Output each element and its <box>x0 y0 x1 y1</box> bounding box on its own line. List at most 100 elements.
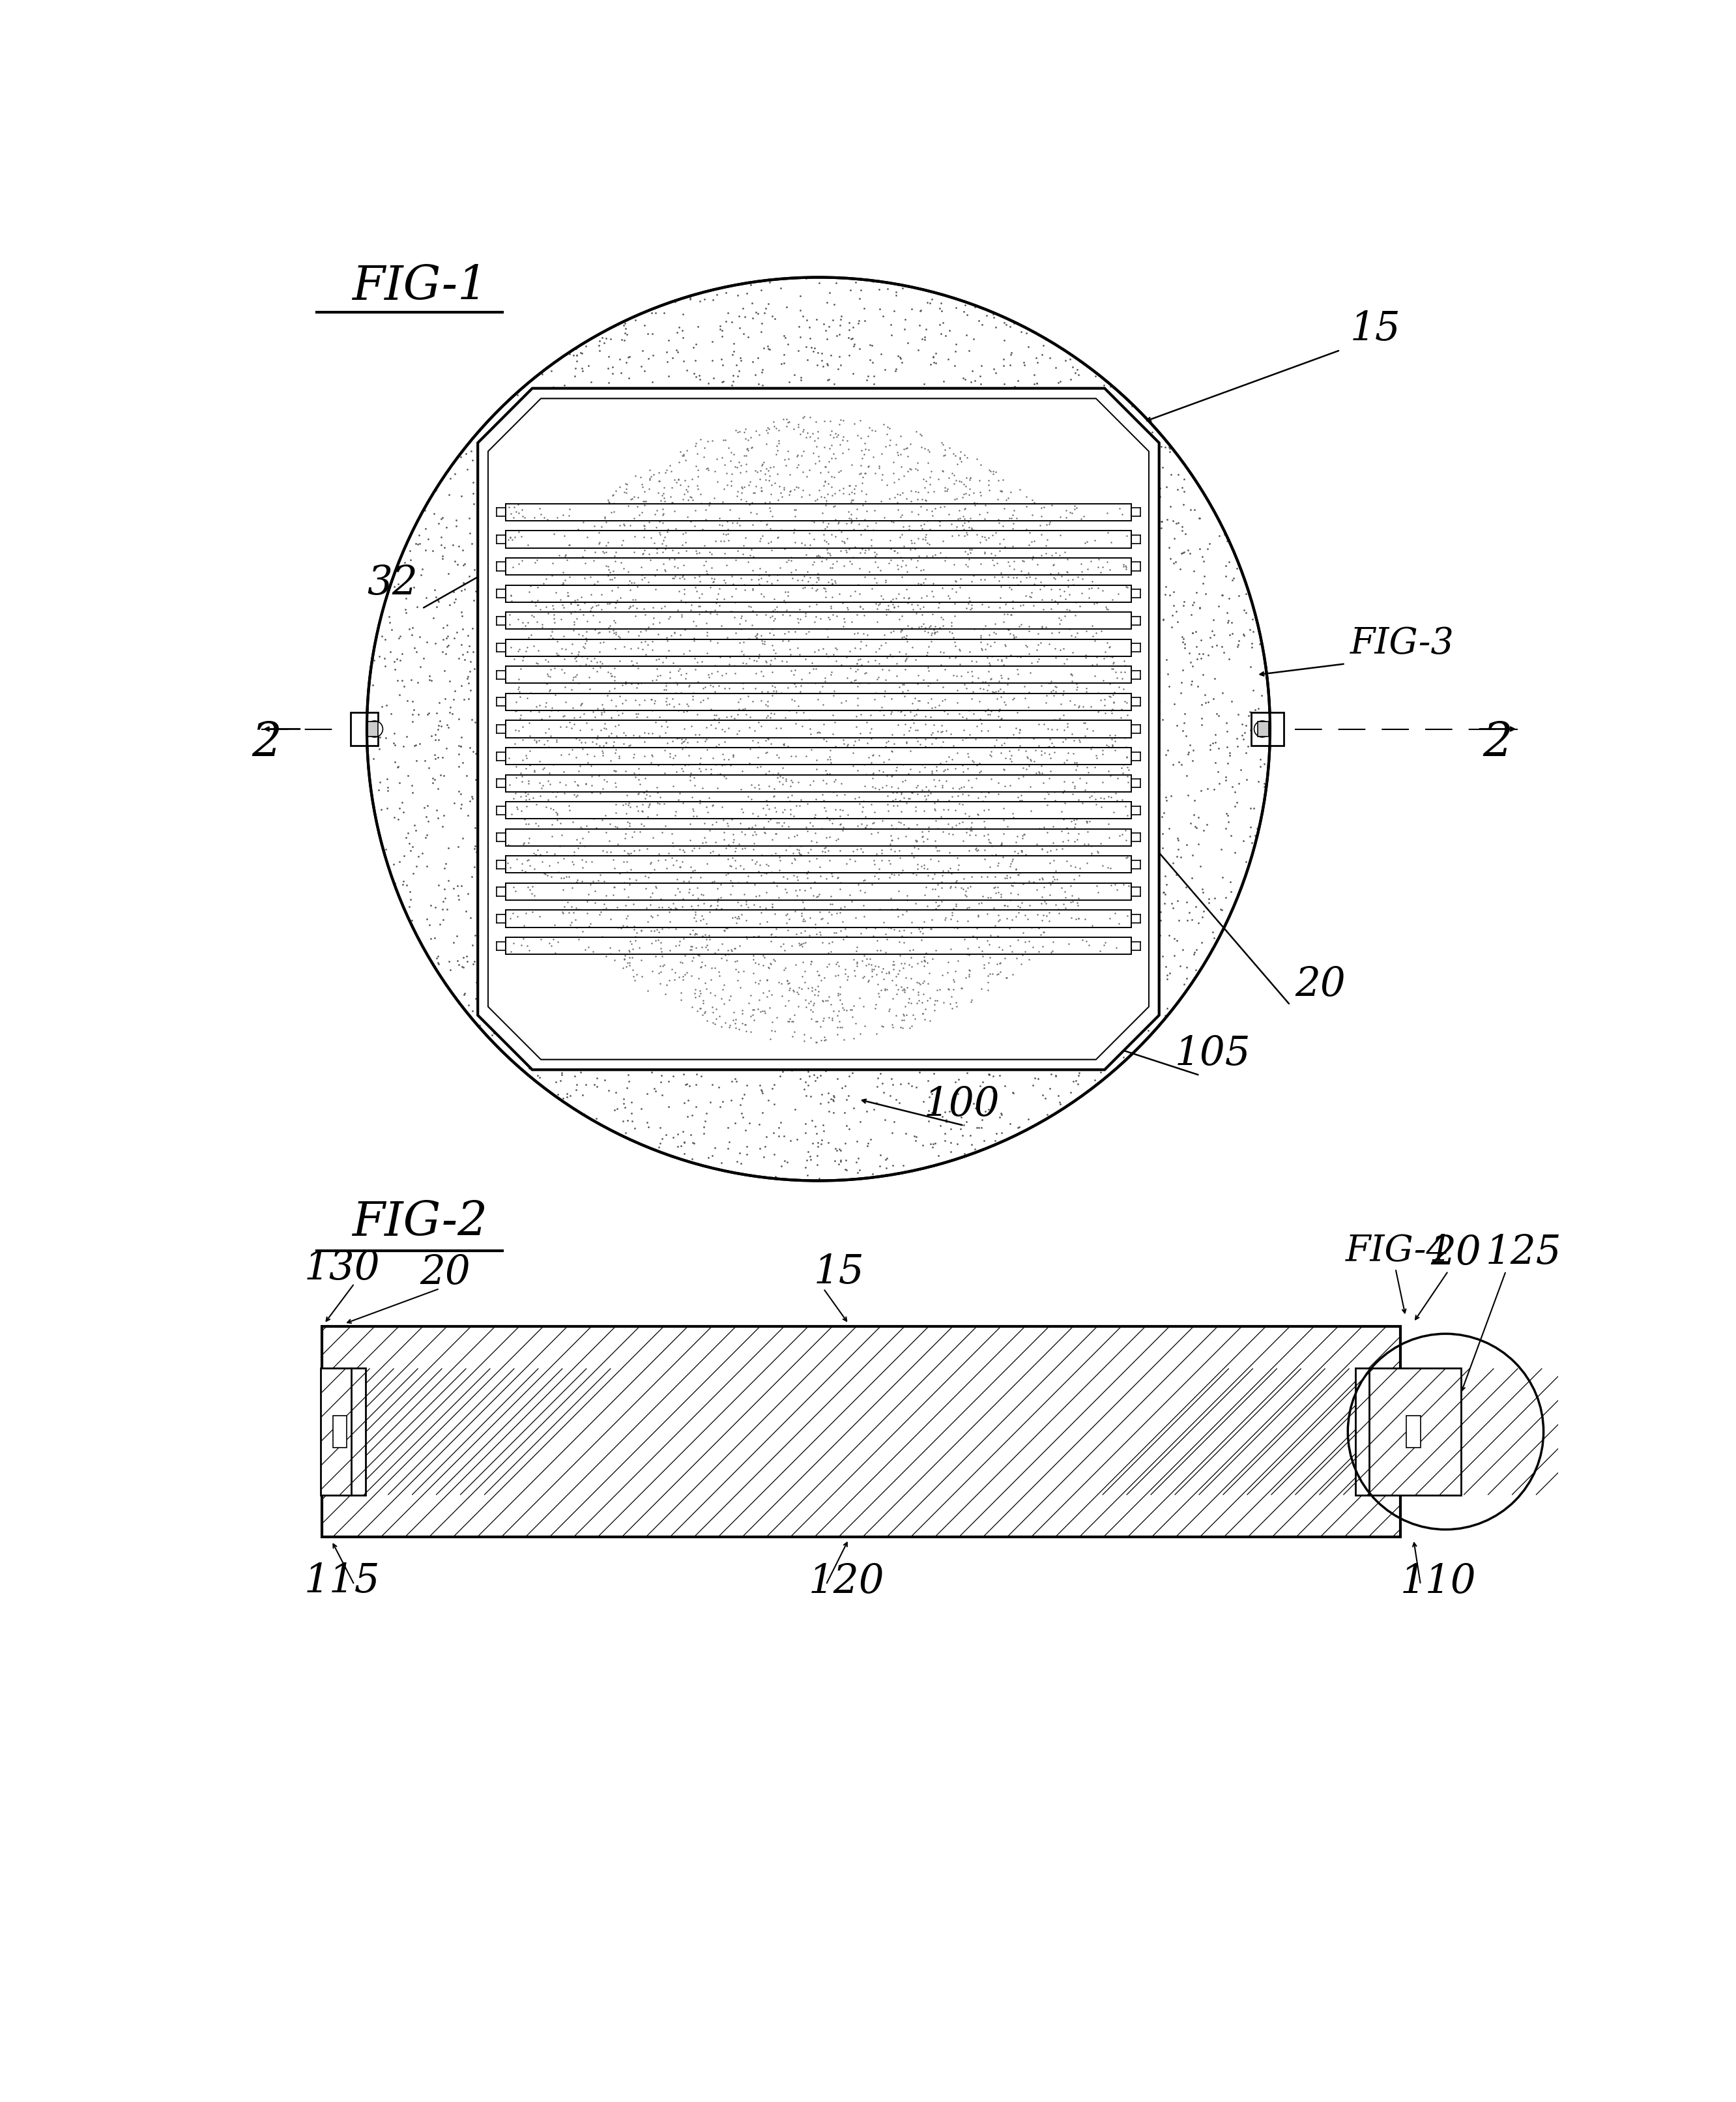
Point <box>894 578 922 612</box>
Point <box>960 818 988 851</box>
Point <box>819 679 847 713</box>
Point <box>594 679 621 713</box>
Point <box>885 841 913 874</box>
Point <box>773 761 800 795</box>
Point <box>547 799 575 832</box>
Point <box>779 828 807 862</box>
Point <box>898 853 925 887</box>
Point <box>750 994 778 1028</box>
Point <box>752 771 779 805</box>
Point <box>1087 910 1115 944</box>
Point <box>762 677 790 710</box>
Point <box>884 549 911 582</box>
Point <box>415 750 443 784</box>
Point <box>637 517 665 551</box>
Point <box>1010 1007 1038 1040</box>
Point <box>668 946 696 980</box>
Point <box>1099 685 1127 719</box>
Point <box>1007 515 1035 549</box>
Point <box>804 872 832 906</box>
Point <box>717 849 745 883</box>
Point <box>858 1053 885 1087</box>
Point <box>359 668 387 702</box>
Point <box>967 1070 995 1104</box>
Point <box>894 927 922 961</box>
Point <box>651 1011 679 1045</box>
Point <box>889 717 917 750</box>
Point <box>701 774 729 807</box>
Point <box>981 353 1009 387</box>
Point <box>1104 872 1132 906</box>
Point <box>854 822 882 856</box>
Point <box>835 610 863 643</box>
Point <box>602 891 630 925</box>
Point <box>859 923 887 956</box>
Point <box>760 467 788 500</box>
Point <box>838 834 866 868</box>
Point <box>559 660 587 694</box>
Point <box>861 847 889 881</box>
Point <box>554 765 582 799</box>
Point <box>1149 818 1177 851</box>
Point <box>644 523 672 557</box>
Point <box>984 637 1012 671</box>
Point <box>1049 599 1076 633</box>
Point <box>809 778 837 811</box>
Point <box>795 1139 823 1173</box>
Point <box>779 973 807 1007</box>
Point <box>575 959 602 992</box>
Point <box>1115 698 1142 731</box>
Point <box>783 771 811 805</box>
Point <box>915 610 943 643</box>
Point <box>1005 870 1033 904</box>
Point <box>719 507 746 540</box>
Point <box>488 904 516 937</box>
Point <box>790 1072 818 1106</box>
Point <box>1038 744 1066 778</box>
Point <box>922 872 950 906</box>
Point <box>962 818 990 851</box>
Point <box>889 1011 917 1045</box>
Point <box>564 635 592 668</box>
Point <box>953 931 981 965</box>
Point <box>837 544 865 578</box>
Point <box>904 498 932 532</box>
Point <box>729 992 757 1026</box>
Point <box>1075 956 1102 990</box>
Point <box>1040 450 1068 483</box>
Point <box>845 549 873 582</box>
Point <box>712 637 740 671</box>
Point <box>882 1040 910 1074</box>
Point <box>845 631 873 664</box>
Point <box>826 895 854 929</box>
Point <box>908 996 936 1030</box>
Point <box>741 578 769 612</box>
Point <box>1078 572 1106 605</box>
Point <box>760 601 788 635</box>
Point <box>759 534 786 568</box>
Point <box>793 515 821 549</box>
Point <box>847 916 875 950</box>
Point <box>757 946 785 980</box>
Point <box>911 765 939 799</box>
Point <box>1012 628 1040 662</box>
Point <box>542 795 569 828</box>
Point <box>648 925 675 959</box>
Point <box>884 891 911 925</box>
Point <box>948 870 976 904</box>
Point <box>833 963 861 996</box>
Point <box>797 420 825 454</box>
Point <box>1095 519 1123 553</box>
Point <box>720 788 748 822</box>
Point <box>878 759 906 792</box>
Point <box>797 767 825 801</box>
Point <box>974 843 1002 877</box>
Point <box>448 574 476 607</box>
Point <box>594 351 621 385</box>
Point <box>679 792 707 826</box>
Point <box>866 513 894 547</box>
Point <box>484 708 512 742</box>
Point <box>950 519 977 553</box>
Point <box>1080 824 1108 858</box>
Point <box>505 1034 533 1068</box>
